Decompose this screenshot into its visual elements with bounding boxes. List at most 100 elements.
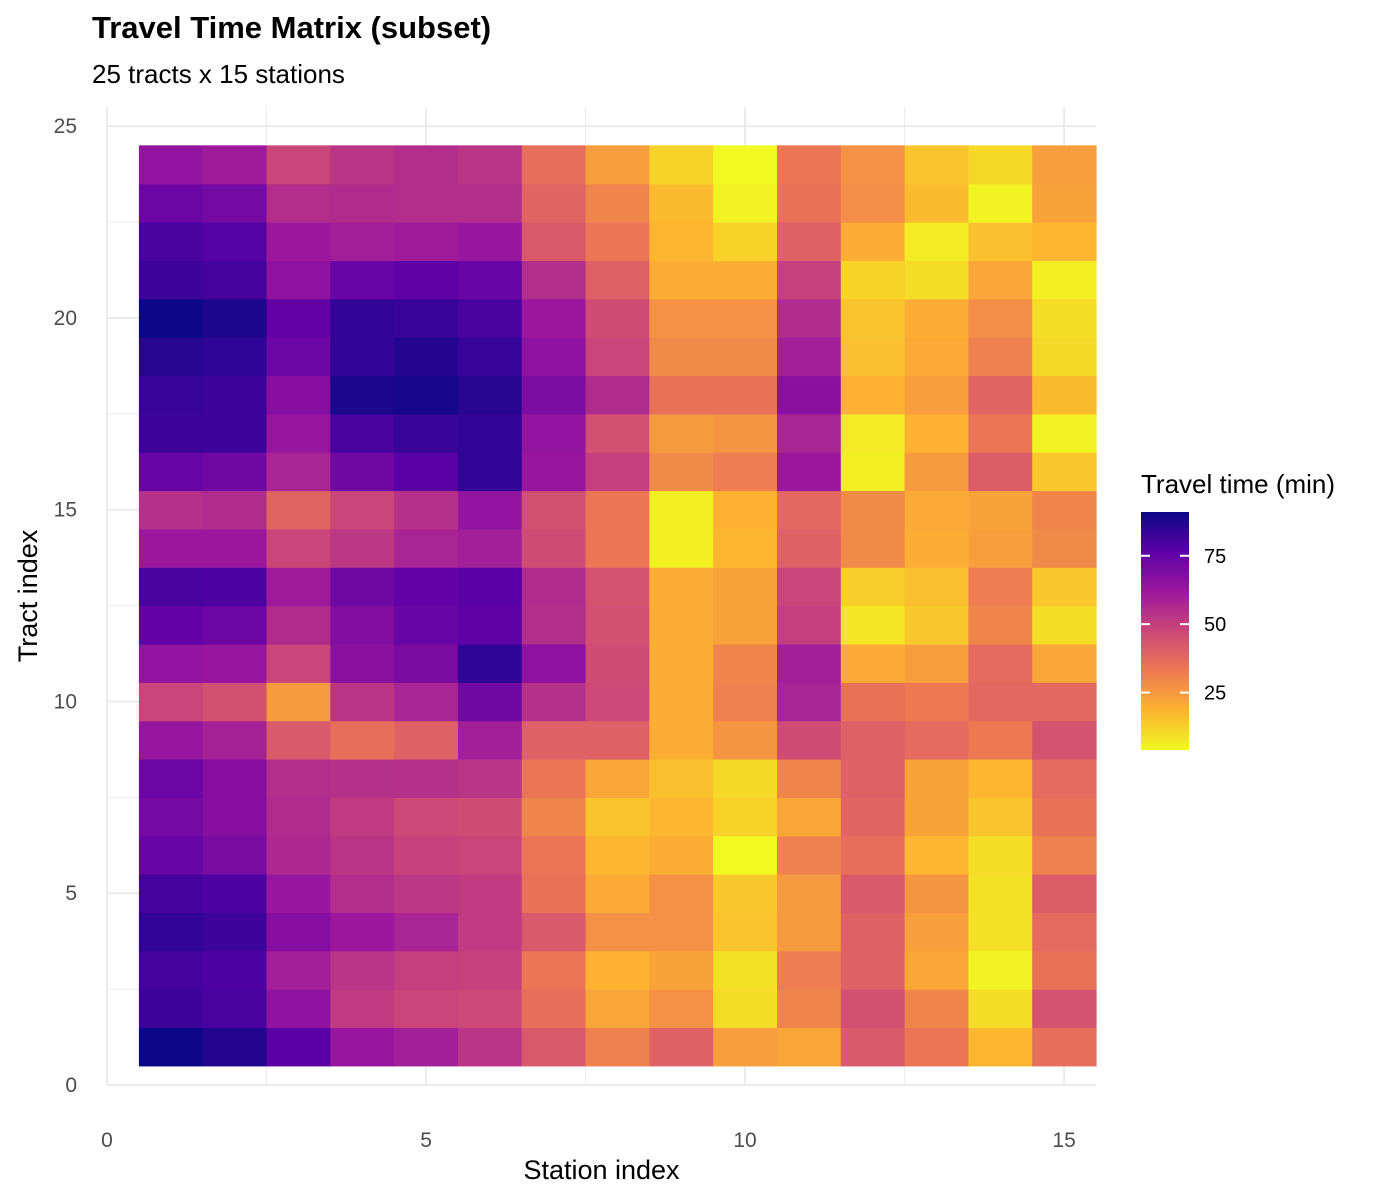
heatmap-cell: [521, 797, 587, 837]
heatmap-cell: [649, 222, 714, 262]
heatmap-cell: [713, 222, 778, 262]
heatmap-cell: [202, 835, 268, 875]
heatmap-cell: [457, 835, 523, 875]
heatmap-cell: [138, 528, 204, 568]
heatmap-cell: [266, 912, 331, 952]
heatmap-cell: [202, 375, 268, 415]
heatmap-cell: [713, 605, 778, 645]
heatmap-cell: [138, 835, 204, 875]
heatmap-cell: [394, 605, 459, 645]
heatmap-cell: [457, 1027, 523, 1067]
heatmap-cell: [1032, 528, 1097, 568]
heatmap-cell: [649, 989, 714, 1029]
legend-colorbar: [1141, 512, 1189, 750]
heatmap-cell: [585, 874, 650, 914]
heatmap-cell: [266, 1027, 331, 1067]
heatmap-cell: [840, 528, 906, 568]
heatmap-cell: [457, 989, 523, 1029]
heatmap-cell: [776, 183, 842, 223]
heatmap-cell: [138, 989, 204, 1029]
heatmap-cell: [394, 337, 459, 377]
heatmap-cell: [968, 989, 1033, 1029]
heatmap-cell: [457, 528, 523, 568]
heatmap-cell: [649, 260, 714, 300]
y-tick-label: 0: [65, 1074, 77, 1097]
heatmap-cell: [968, 337, 1033, 377]
heatmap-cell: [1032, 145, 1097, 185]
heatmap-cell: [904, 720, 969, 760]
heatmap-cell: [649, 950, 714, 990]
heatmap-cell: [202, 989, 268, 1029]
heatmap-cell: [713, 720, 778, 760]
heatmap-cell: [904, 452, 969, 492]
heatmap-cell: [585, 605, 650, 645]
heatmap-cell: [202, 912, 268, 952]
heatmap-cell: [1032, 643, 1097, 683]
heatmap-cell: [521, 490, 587, 530]
heatmap-cell: [713, 682, 778, 722]
heatmap-cell: [457, 490, 523, 530]
heatmap-cell: [585, 950, 650, 990]
heatmap-cell: [585, 222, 650, 262]
heatmap-cell: [521, 375, 587, 415]
heatmap-cell: [585, 413, 650, 453]
heatmap-cell: [776, 222, 842, 262]
heatmap-cell: [394, 759, 459, 798]
heatmap-cell: [330, 452, 395, 492]
heatmap-cell: [1032, 337, 1097, 377]
heatmap-cell: [1032, 720, 1097, 760]
heatmap-cell: [968, 1027, 1033, 1067]
heatmap-cell: [394, 222, 459, 262]
heatmap-cell: [394, 567, 459, 607]
heatmap-cell: [904, 375, 969, 415]
legend: Travel time (min) 25 50 75: [1141, 469, 1335, 750]
heatmap-cell: [330, 145, 395, 185]
heatmap-cell: [266, 643, 331, 683]
heatmap-cell: [840, 567, 906, 607]
heatmap-cell: [649, 452, 714, 492]
heatmap-cell: [968, 183, 1033, 223]
heatmap-cell: [394, 452, 459, 492]
heatmap-cell: [457, 337, 523, 377]
heatmap-cell: [266, 528, 331, 568]
heatmap-cell: [713, 874, 778, 914]
heatmap-cell: [521, 413, 587, 453]
heatmap-cell: [394, 720, 459, 760]
heatmap-cell: [904, 759, 969, 798]
heatmap-cell: [649, 797, 714, 837]
heatmap-cell: [649, 490, 714, 530]
heatmap-cell: [266, 375, 331, 415]
heatmap-cell: [266, 298, 331, 338]
heatmap-cell: [713, 298, 778, 338]
heatmap-cell: [968, 759, 1033, 798]
heatmap-cell: [585, 797, 650, 837]
heatmap-cell: [138, 183, 204, 223]
heatmap-cell: [904, 950, 969, 990]
heatmap-cell: [968, 797, 1033, 837]
heatmap-cell: [776, 797, 842, 837]
heatmap-cell: [457, 759, 523, 798]
heatmap-cell: [1032, 260, 1097, 300]
heatmap-cell: [457, 874, 523, 914]
heatmap-cell: [394, 874, 459, 914]
heatmap-cell: [904, 605, 969, 645]
heatmap-cell: [266, 413, 331, 453]
heatmap-cell: [840, 183, 906, 223]
heatmap-cell: [330, 298, 395, 338]
y-tick-label: 10: [54, 690, 77, 713]
heatmap-cell: [904, 874, 969, 914]
heatmap-cell: [840, 950, 906, 990]
heatmap-cell: [840, 874, 906, 914]
heatmap-cell: [649, 835, 714, 875]
heatmap-cell: [202, 413, 268, 453]
heatmap-cell: [202, 1027, 268, 1067]
heatmap-cell: [968, 490, 1033, 530]
heatmap-cell: [266, 797, 331, 837]
heatmap-cell: [968, 413, 1033, 453]
heatmap-cell: [457, 682, 523, 722]
heatmap-cell: [904, 1027, 969, 1067]
heatmap-cell: [649, 298, 714, 338]
heatmap-cell: [904, 682, 969, 722]
heatmap-cell: [776, 989, 842, 1029]
heatmap-cell: [457, 298, 523, 338]
